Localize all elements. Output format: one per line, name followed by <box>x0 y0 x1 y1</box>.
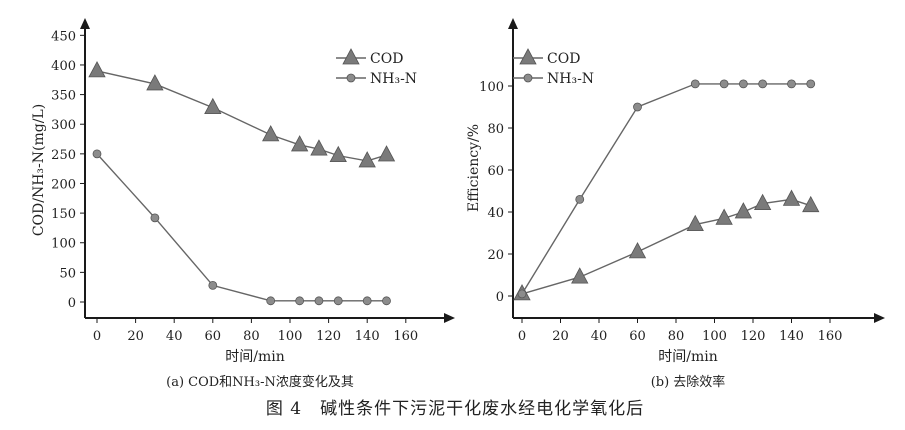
chart-a-nh3n-point <box>362 296 372 306</box>
chart-b-nh3n-point <box>758 79 768 89</box>
chart-b-nh3n-point <box>690 79 700 89</box>
chart-a-x-axis-arrow <box>444 313 455 323</box>
chart-b: 时间/min Efficiency/% (b) 去除效率 0 20 40 60 80 10… <box>466 18 885 390</box>
chart-a-nh3n-point <box>382 296 391 306</box>
chart-a-x-tick-label: 0 <box>93 329 101 344</box>
chart-a-nh3n-point <box>92 149 102 159</box>
chart-b-y-tick-label: 0 <box>496 290 504 305</box>
chart-b-nh3n-point <box>575 194 585 204</box>
chart-a-cod-point <box>290 135 309 152</box>
chart-b-x-tick-label: 120 <box>741 329 766 344</box>
chart-a-nh3n-point <box>295 296 305 306</box>
chart-b-legend-label-1: NH₃-N <box>547 71 594 87</box>
chart-b-ylabel: Efficiency/% <box>466 124 482 212</box>
chart-a-y-tick-label: 150 <box>51 207 76 222</box>
chart-b-nh3n-point <box>633 102 642 112</box>
chart-a-cod-point <box>204 97 222 115</box>
chart-b-x-tick-label: 160 <box>818 329 843 344</box>
chart-b-y-tick-label: 20 <box>487 248 504 263</box>
chart-b-y-axis-arrow <box>508 18 518 29</box>
chart-a-nh3n-point <box>150 213 160 223</box>
chart-b-x-tick-label: 0 <box>518 329 526 344</box>
chart-b-nh3n-point <box>806 79 816 89</box>
chart-b-x-tick-label: 100 <box>702 329 727 344</box>
chart-b-x-tick-label: 80 <box>668 329 685 344</box>
chart-b-nh3n-point <box>738 79 748 89</box>
chart-a-legend-label-0: COD <box>370 51 403 67</box>
chart-a-cod-point <box>88 61 106 78</box>
chart-a: 时间/min COD/NH₃-N(mg/L) (a) COD和NH₃-N浓度变化… <box>31 18 455 390</box>
chart-a-y-axis-arrow <box>80 18 90 29</box>
chart-b-legend-cod-icon <box>519 48 537 65</box>
chart-b-x-tick-label: 40 <box>591 329 608 344</box>
chart-a-y-tick-label: 250 <box>51 148 76 163</box>
chart-a-y-tick-label: 0 <box>68 296 76 311</box>
chart-b-cod-point <box>734 202 753 219</box>
chart-a-y-tick-label: 400 <box>51 59 76 74</box>
chart-a-cod-point <box>377 145 396 162</box>
chart-a-legend-cod-icon <box>342 48 360 65</box>
chart-b-cod-point <box>782 189 801 206</box>
chart-a-y-tick-label: 450 <box>51 29 76 44</box>
chart-a-y-tick-label: 50 <box>59 266 76 281</box>
chart-a-y-tick-label: 300 <box>51 118 76 133</box>
chart-a-xlabel: 时间/min <box>225 349 285 365</box>
chart-b-nh3n-point <box>719 79 729 89</box>
chart-a-nh3n-point <box>314 296 324 306</box>
chart-b-cod-point <box>753 193 772 211</box>
chart-b-xlabel: 时间/min <box>658 349 718 365</box>
chart-b-cod-point <box>686 214 704 232</box>
chart-a-x-tick-label: 140 <box>355 329 380 344</box>
chart-a-y-tick-label: 350 <box>51 89 76 104</box>
chart-b-x-tick-label: 60 <box>629 329 646 344</box>
figure-caption: 图 4 碱性条件下污泥干化废水经电化学氧化后 <box>266 399 644 419</box>
chart-b-caption: (b) 去除效率 <box>651 374 726 390</box>
chart-a-y-tick-label: 200 <box>51 177 76 192</box>
chart-b-legend-nh3n-icon <box>523 73 533 83</box>
chart-a-x-tick-label: 60 <box>205 329 222 344</box>
chart-b-cod-point <box>802 195 820 213</box>
chart-a-nh3n-point <box>266 296 276 306</box>
chart-b-cod-point <box>571 267 589 284</box>
chart-a-x-tick-label: 80 <box>243 329 260 344</box>
chart-a-x-tick-label: 100 <box>278 329 303 344</box>
chart-b-x-axis-arrow <box>874 313 885 323</box>
chart-a-cod-point <box>358 151 376 168</box>
chart-b-series-0-line <box>521 198 811 295</box>
chart-a-x-tick-label: 40 <box>166 329 183 344</box>
chart-b-x-tick-label: 20 <box>552 329 569 344</box>
chart-a-cod-point <box>262 125 280 142</box>
chart-b-cod-point <box>628 242 647 259</box>
chart-b-y-tick-label: 40 <box>487 206 504 221</box>
chart-b-y-tick-label: 60 <box>487 164 504 179</box>
chart-a-cod-point <box>310 139 328 156</box>
chart-a-y-tick-label: 100 <box>51 237 76 252</box>
chart-a-cod-point <box>329 145 347 163</box>
chart-b-nh3n-point <box>787 79 796 89</box>
chart-a-x-tick-label: 120 <box>316 329 341 344</box>
chart-a-nh3n-point <box>208 281 218 290</box>
chart-b-series-1-line <box>521 83 811 295</box>
chart-b-x-tick-label: 140 <box>779 329 804 344</box>
chart-a-legend-nh3n-icon <box>346 73 356 83</box>
chart-a-x-tick-label: 160 <box>393 329 418 344</box>
chart-a-ylabel: COD/NH₃-N(mg/L) <box>31 104 47 236</box>
chart-a-caption: (a) COD和NH₃-N浓度变化及其 <box>166 374 354 390</box>
chart-a-cod-point <box>146 74 164 91</box>
chart-a-x-tick-label: 20 <box>127 329 144 344</box>
chart-a-series-0-line <box>96 70 387 162</box>
chart-b-y-tick-label: 100 <box>479 80 504 95</box>
chart-b-legend-label-0: COD <box>547 51 580 67</box>
chart-b-cod-point <box>715 208 733 225</box>
chart-b-y-tick-label: 80 <box>487 122 504 137</box>
chart-b-nh3n-point <box>517 289 527 299</box>
chart-a-legend-label-1: NH₃-N <box>370 71 417 87</box>
chart-a-nh3n-point <box>333 296 343 306</box>
chart-a-series-1-line <box>96 153 387 302</box>
